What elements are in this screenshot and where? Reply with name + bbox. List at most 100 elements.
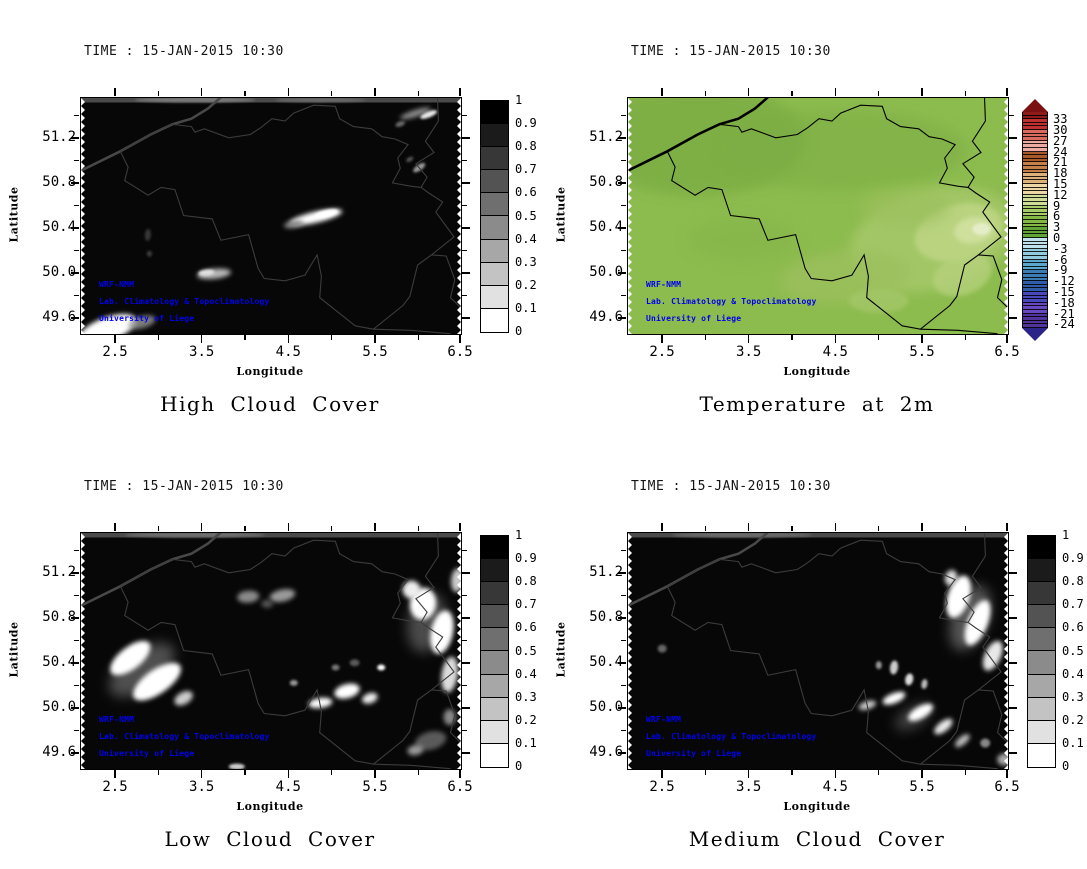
colorbar-segment — [1028, 582, 1055, 606]
border-belgium — [119, 539, 455, 765]
colorbar-tick-label: 0.1 — [515, 735, 537, 750]
colorbar-band — [1023, 155, 1047, 159]
map-field-blob — [443, 709, 456, 726]
tick-mark — [114, 769, 116, 778]
colorbar-band — [1023, 119, 1047, 123]
map-field-blob — [334, 683, 360, 699]
map-canvas — [81, 533, 461, 769]
tick-mark — [921, 769, 923, 778]
map-field-blob — [882, 691, 906, 705]
tick-mark — [791, 525, 793, 531]
tick-mark — [70, 752, 79, 754]
colorbar-segment — [481, 308, 508, 332]
tick-mark — [1008, 182, 1017, 184]
tick-mark — [791, 90, 793, 96]
tick-mark — [461, 114, 467, 117]
map-canvas — [81, 98, 461, 334]
colorbar-segment — [481, 628, 508, 652]
map-field-blob — [144, 228, 151, 241]
tick-mark — [617, 707, 626, 709]
colorbar-tick-label: -6 — [1053, 252, 1068, 267]
tick-mark — [617, 752, 626, 754]
colorbar-tick-label: 0.5 — [515, 643, 537, 658]
tick-mark — [1008, 227, 1017, 229]
colorbar-band — [1023, 198, 1047, 202]
border-fr-lux — [373, 328, 451, 334]
tick-mark — [461, 249, 467, 252]
colorbar-band — [1023, 270, 1047, 274]
colorbar-band — [1023, 187, 1047, 192]
tick-mark — [617, 272, 626, 274]
tick-mark — [244, 90, 246, 96]
border-be-lux-de — [978, 254, 1008, 309]
y-axis-title: Latitude — [554, 621, 568, 678]
colorbar-arrow-down — [1022, 328, 1048, 341]
tick-mark — [1008, 639, 1014, 642]
watermark-line: WRF-NMM — [646, 715, 682, 724]
tick-mark — [704, 334, 706, 340]
tick-mark — [1008, 114, 1014, 117]
map-field-blob — [269, 589, 296, 603]
colorbar-tick-label: 0.6 — [515, 185, 537, 200]
tick-mark — [331, 334, 333, 340]
tick-mark — [1006, 769, 1008, 778]
y-tick-label: 50.4 — [589, 654, 623, 670]
colorbar-band — [1023, 216, 1047, 220]
map-field-blob — [283, 220, 304, 229]
y-tick-label: 50.0 — [42, 264, 76, 280]
domain-edge-left — [81, 98, 85, 334]
tick-mark — [617, 617, 626, 619]
tick-mark — [461, 159, 467, 162]
colorbar-band — [1023, 288, 1047, 292]
colorbar: 1 0.9 0.8 0.7 0.6 0.5 0.4 0.3 0.2 0.1 0 — [480, 93, 550, 345]
tick-mark — [620, 639, 626, 642]
map-field-blob — [946, 575, 972, 618]
tick-mark — [617, 227, 626, 229]
tick-mark — [461, 707, 470, 709]
tick-mark — [70, 317, 79, 319]
x-tick-label: 4.5 — [822, 344, 848, 360]
tick-mark — [374, 769, 376, 778]
map-field-blob — [289, 679, 298, 686]
x-tick-label: 6.5 — [994, 344, 1020, 360]
colorbar-band — [1023, 324, 1047, 328]
tick-mark — [461, 729, 467, 732]
colorbar-band — [1023, 158, 1047, 163]
border-be-lux-de — [978, 689, 1008, 744]
colorbar-tick-label: 0.6 — [1062, 620, 1084, 635]
y-tick-label: 51.2 — [589, 563, 623, 580]
colorbar-band — [1023, 115, 1047, 120]
tick-mark — [1006, 522, 1008, 531]
colorbar-segment — [481, 285, 508, 309]
tick-mark — [459, 87, 461, 96]
border-nl-de — [962, 533, 986, 623]
tick-mark — [331, 525, 333, 531]
tick-mark — [1008, 159, 1014, 162]
map-field-blob — [430, 610, 454, 654]
colorbar-tick-label: 0.8 — [515, 574, 537, 589]
tick-mark — [244, 525, 246, 531]
tick-mark — [878, 525, 880, 531]
colorbar-tick-label: 33 — [1053, 112, 1068, 127]
watermark-line: University of Liege — [646, 314, 742, 323]
colorbar-tick-label: 18 — [1053, 166, 1068, 181]
tick-mark — [461, 594, 467, 597]
tick-mark — [73, 249, 79, 252]
tick-mark — [964, 334, 966, 340]
domain-edge-right — [1004, 98, 1008, 334]
map-field-blob — [198, 269, 215, 276]
colorbar-band — [1023, 284, 1047, 289]
tick-mark — [461, 662, 470, 664]
colorbar: 33 30 27 24 21 18 15 12 9 6 3 0 -3 -6 -9 -12 -15 -18 -21 -2… — [1022, 99, 1087, 345]
tick-mark — [331, 90, 333, 96]
colorbar-tick-label: 1 — [515, 528, 523, 542]
tick-mark — [459, 522, 461, 531]
colorbar-segment — [481, 582, 508, 606]
tick-mark — [661, 769, 663, 778]
colorbar-tick-label: 6 — [1053, 209, 1061, 224]
colorbar-tick-label: 0.2 — [515, 712, 537, 727]
x-tick-label: 2.5 — [649, 779, 675, 795]
panel-low-cloud-cover: TIME : 15-JAN-2015 10:30 Latitude WRF-NM… — [0, 435, 543, 869]
colorbar-tick-label: 0 — [515, 324, 523, 338]
colorbar-tick-label: 12 — [1053, 187, 1068, 202]
